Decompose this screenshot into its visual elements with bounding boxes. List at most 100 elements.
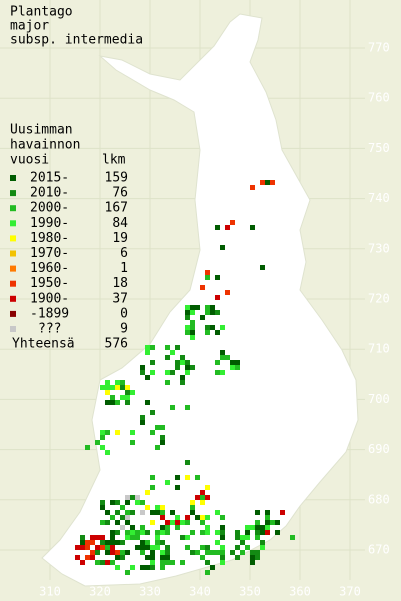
observation-square — [170, 520, 175, 525]
observation-square — [160, 435, 165, 440]
observation-square — [100, 560, 105, 565]
legend-heading: havainnon — [10, 138, 80, 153]
observation-square — [235, 360, 240, 365]
observation-square — [210, 325, 215, 330]
observation-square — [145, 350, 150, 355]
observation-square — [150, 360, 155, 365]
observation-square — [185, 515, 190, 520]
observation-square — [145, 530, 150, 535]
observation-square — [275, 520, 280, 525]
observation-square — [115, 540, 120, 545]
observation-square — [140, 420, 145, 425]
legend-count: 1 — [120, 261, 128, 276]
y-tick-label: 690 — [368, 442, 390, 456]
observation-square — [105, 390, 110, 395]
observation-square — [175, 525, 180, 530]
legend-swatch — [10, 205, 16, 212]
legend-swatch — [10, 326, 16, 332]
observation-square — [220, 350, 225, 355]
observation-square — [160, 550, 165, 555]
legend-label: 1950- — [30, 276, 69, 291]
observation-square — [150, 555, 155, 560]
observation-square — [110, 395, 115, 400]
observation-square — [85, 545, 90, 550]
observation-square — [120, 540, 125, 545]
observation-square — [220, 245, 225, 250]
observation-square — [125, 385, 130, 390]
observation-square — [225, 225, 230, 230]
observation-square — [150, 520, 155, 525]
observation-square — [265, 520, 270, 525]
observation-square — [170, 370, 175, 375]
observation-square — [125, 400, 130, 405]
legend-label: 1990- — [30, 216, 69, 231]
observation-square — [105, 520, 110, 525]
observation-square — [215, 360, 220, 365]
observation-square — [250, 555, 255, 560]
observation-square — [155, 425, 160, 430]
observation-square — [165, 520, 170, 525]
observation-square — [145, 555, 150, 560]
observation-square — [125, 530, 130, 535]
legend-count: 76 — [112, 186, 128, 201]
observation-square — [100, 445, 105, 450]
observation-square — [170, 350, 175, 355]
observation-square — [100, 435, 105, 440]
observation-square — [290, 535, 295, 540]
observation-square — [185, 325, 190, 330]
observation-square — [210, 565, 215, 570]
observation-square — [270, 180, 275, 185]
observation-square — [190, 505, 195, 510]
observation-square — [130, 530, 135, 535]
observation-square — [210, 305, 215, 310]
legend-heading: vuosi — [10, 153, 49, 168]
observation-square — [110, 400, 115, 405]
observation-square — [205, 550, 210, 555]
observation-square — [265, 525, 270, 530]
observation-square — [195, 550, 200, 555]
observation-square — [125, 570, 130, 575]
observation-square — [220, 550, 225, 555]
y-tick-label: 750 — [368, 141, 390, 155]
observation-square — [100, 520, 105, 525]
observation-square — [100, 545, 105, 550]
observation-square — [150, 565, 155, 570]
observation-square — [100, 385, 105, 390]
observation-square — [95, 550, 100, 555]
observation-square — [130, 510, 135, 515]
observation-square — [235, 535, 240, 540]
observation-square — [185, 475, 190, 480]
observation-square — [110, 515, 115, 520]
legend-label: 1970- — [30, 246, 69, 261]
observation-square — [80, 560, 85, 565]
observation-square — [245, 545, 250, 550]
observation-square — [230, 360, 235, 365]
observation-square — [145, 345, 150, 350]
observation-square — [115, 385, 120, 390]
observation-square — [90, 540, 95, 545]
observation-square — [265, 530, 270, 535]
observation-square — [160, 525, 165, 530]
legend-label: 1980- — [30, 231, 69, 246]
observation-square — [250, 185, 255, 190]
legend-swatch — [10, 220, 16, 227]
legend-swatch — [10, 280, 16, 287]
observation-square — [115, 430, 120, 435]
observation-square — [135, 535, 140, 540]
observation-square — [235, 555, 240, 560]
observation-square — [150, 545, 155, 550]
observation-square — [125, 520, 130, 525]
observation-square — [185, 535, 190, 540]
observation-square — [190, 305, 195, 310]
observation-square — [195, 515, 200, 520]
observation-square — [205, 495, 210, 500]
legend-swatch — [10, 250, 16, 257]
observation-square — [220, 560, 225, 565]
observation-square — [190, 310, 195, 315]
observation-square — [215, 275, 220, 280]
observation-square — [80, 545, 85, 550]
observation-square — [115, 510, 120, 515]
observation-square — [140, 550, 145, 555]
observation-square — [140, 415, 145, 420]
